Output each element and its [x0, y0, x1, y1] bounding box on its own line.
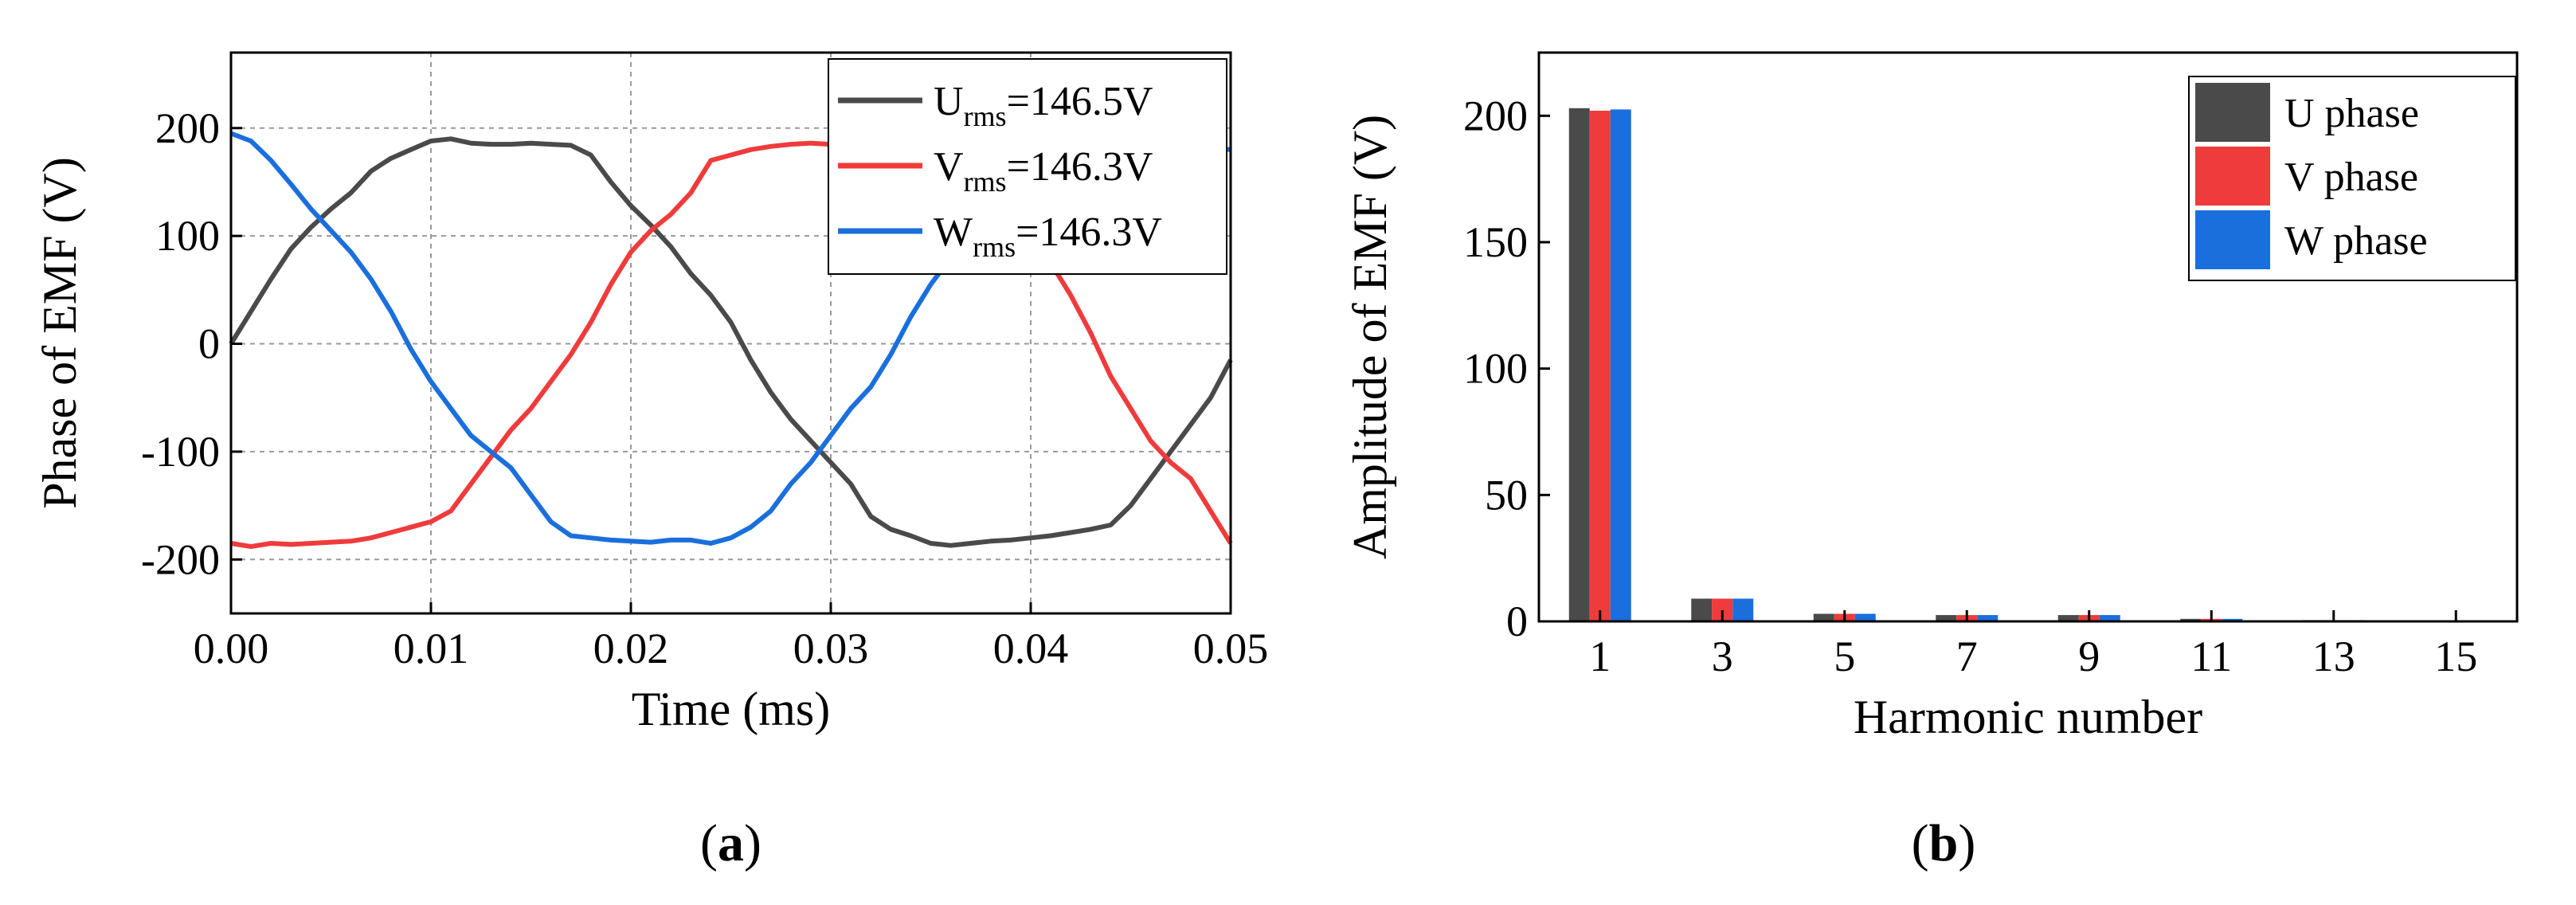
chart-b-xtick-label: 11 — [2190, 633, 2232, 680]
chart-a-panel-paren-close: ) — [744, 814, 761, 872]
chart-a-xtick-label: 0.03 — [793, 625, 869, 672]
chart-a-ytick-label: -100 — [141, 428, 220, 476]
chart-b-xlabel: Harmonic number — [1854, 691, 2202, 743]
chart-b-bar-w — [1977, 615, 1999, 621]
chart-b-xtick-label: 3 — [1712, 633, 1733, 680]
chart-a: 0.00 0.01 0.02 0.03 0.04 0.05 -200 -100 0 100 200 T… — [33, 51, 1269, 872]
chart-b-legend-swatch — [2195, 147, 2270, 206]
chart-b-xtick-label: 5 — [1834, 633, 1855, 680]
chart-a-legend-main: U — [934, 79, 964, 124]
chart-a-legend-sub: rms — [973, 231, 1016, 263]
chart-a-series-u-line — [229, 136, 1233, 548]
chart-b-bar-u — [1813, 613, 1834, 621]
chart-b-bar-u — [2057, 615, 2079, 621]
chart-a-legend-sub: rms — [964, 100, 1007, 132]
chart-a-plot-frame — [229, 51, 1232, 615]
chart-a-ytick-label: -200 — [141, 535, 220, 583]
chart-b-bar-w — [1610, 109, 1631, 621]
chart-b-xtick-label: 7 — [1956, 633, 1978, 680]
chart-b-bar-u — [1691, 598, 1713, 621]
chart-b-bar-u — [2180, 618, 2202, 621]
chart-a-legend-value: =146.3V — [1016, 210, 1162, 255]
chart-a-series-v-line — [230, 136, 1233, 550]
chart-b-ytick-label: 200 — [1463, 92, 1528, 139]
chart-a-legend-main: W — [934, 210, 973, 255]
chart-a-legend-main: V — [934, 144, 964, 190]
chart-a-xtick-label: 0.01 — [393, 625, 469, 672]
chart-a-xtick-label: 0.00 — [194, 625, 269, 672]
chart-b-bar-w — [1854, 613, 1876, 621]
chart-a-legend-label: Wrms=146.3V — [934, 210, 1162, 263]
chart-a-xtick-label: 0.04 — [993, 625, 1069, 672]
chart-a-ylabel: Phase of EMF (V) — [33, 157, 86, 509]
chart-a-xtick-label: 0.02 — [593, 625, 669, 672]
chart-b-panel-paren-open: ( — [1912, 814, 1929, 872]
chart-a-panel-label: (a) — [700, 814, 761, 872]
chart-a-ytick-label: 0 — [198, 320, 220, 368]
chart-b-legend-label: W phase — [2284, 218, 2428, 264]
chart-a-ytick-label: 200 — [155, 104, 220, 152]
chart-b-bar-w — [1732, 598, 1754, 621]
chart-b-ytick-label: 100 — [1463, 345, 1528, 393]
chart-b-xtick-label: 13 — [2312, 633, 2355, 680]
chart-b-legend-label: V phase — [2284, 155, 2418, 200]
chart-b-legend-label: U phase — [2284, 91, 2419, 136]
chart-b-panel-letter: b — [1929, 814, 1959, 872]
chart-b-bar-u — [1568, 108, 1590, 621]
chart-a-legend-value: =146.5V — [1007, 79, 1153, 124]
chart-a-panel-paren-open: ( — [700, 814, 718, 872]
chart-b-xtick-label: 15 — [2434, 633, 2477, 680]
chart-a-ytick-label: 100 — [155, 212, 220, 260]
chart-a-xlabel: Time (ms) — [632, 683, 831, 735]
chart-a-xtick-label: 0.05 — [1193, 625, 1269, 672]
chart-b-xtick-label: 1 — [1589, 633, 1611, 680]
chart-a-legend-label: Urms=146.5V — [934, 79, 1153, 132]
chart-b-panel-label: (b) — [1912, 814, 1976, 872]
chart-a-panel-letter: a — [718, 814, 744, 872]
chart-b-bar-w — [2222, 618, 2243, 621]
chart-b-ytick-label: 150 — [1463, 218, 1528, 266]
chart-b-panel-paren-close: ) — [1958, 814, 1975, 872]
chart-b-ytick-label: 50 — [1485, 471, 1528, 519]
chart-b-bar-w — [2099, 615, 2120, 621]
chart-a-legend-value: =146.3V — [1007, 144, 1153, 190]
chart-a-legend-sub: rms — [964, 166, 1007, 198]
chart-b-ylabel: Amplitude of EMF (V) — [1344, 115, 1396, 559]
chart-b-bar-v — [1589, 110, 1611, 621]
chart-b-legend-swatch — [2195, 83, 2270, 142]
chart-b-xtick-label: 9 — [2078, 633, 2100, 680]
chart-b-ytick-label: 0 — [1506, 597, 1528, 645]
chart-b-bar-u — [1936, 615, 1957, 621]
chart-b-legend-swatch — [2195, 210, 2270, 269]
chart-b-plot-frame — [1537, 51, 2519, 623]
chart-a-legend-label: Vrms=146.3V — [934, 144, 1153, 198]
